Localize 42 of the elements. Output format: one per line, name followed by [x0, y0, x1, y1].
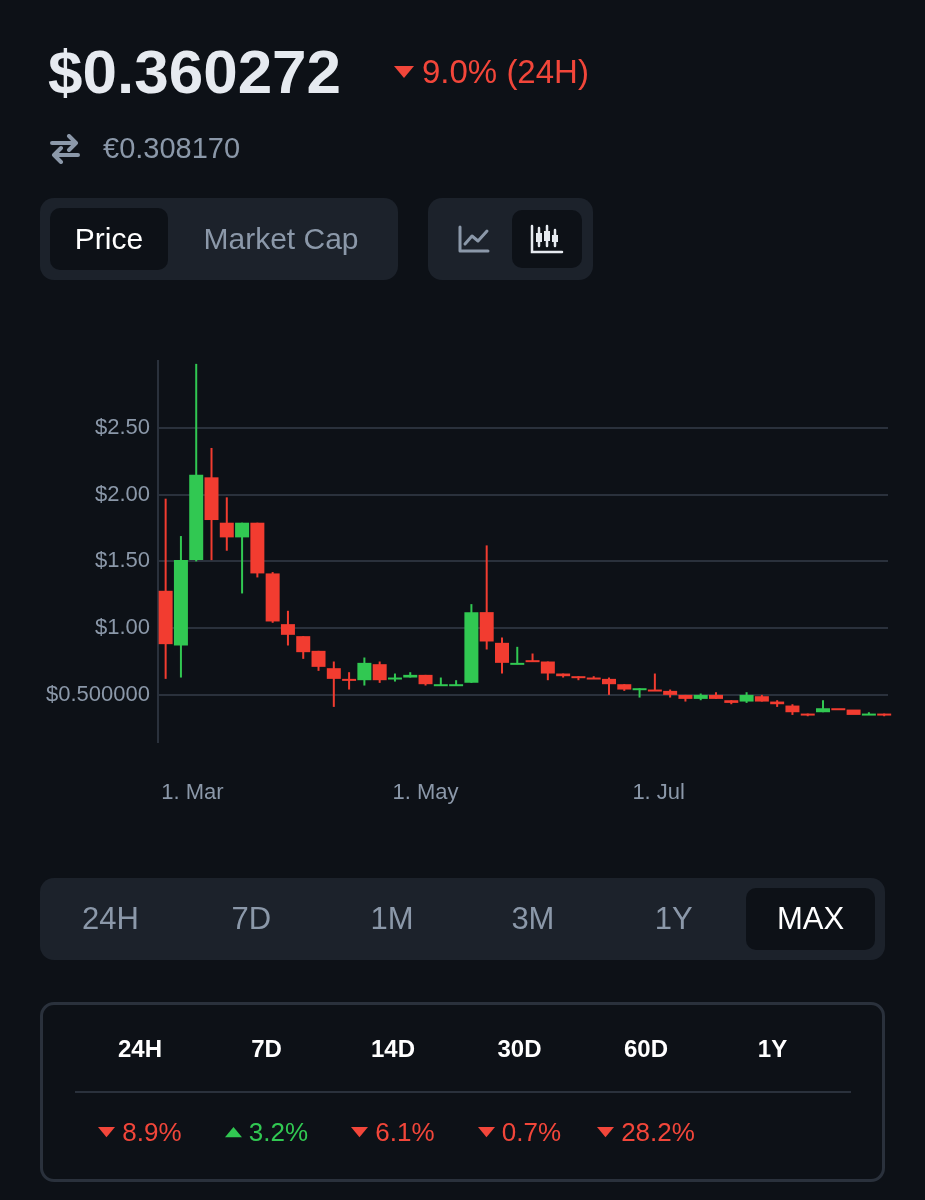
text: 14D [370, 1035, 416, 1063]
text: 30D [496, 1035, 543, 1063]
y-tick-label: $0.500000 [46, 680, 150, 706]
text: 1M [369, 900, 415, 938]
x-tick-label: 1. May [392, 778, 459, 804]
text: 3M [510, 900, 556, 938]
y-tick-label: $2.50 [94, 414, 150, 439]
chart-subtitle: 9.0% (24H) [422, 52, 589, 92]
candlestick [219, 496, 234, 552]
text: 24H [80, 900, 140, 938]
text: 8.9% [122, 1117, 182, 1148]
text: 7D [250, 1035, 283, 1063]
y-tick-label: $1.00 [94, 614, 150, 640]
chart-title: $0.360272 [48, 36, 342, 108]
text: 24H [117, 1035, 163, 1063]
candlestick [357, 656, 372, 687]
text: 7D [230, 900, 273, 938]
candlestick [831, 708, 846, 711]
x-tick-label: 1. Mar [161, 778, 224, 804]
text: 6.1% [375, 1117, 435, 1148]
candlestick [296, 635, 311, 660]
candlestick [342, 671, 357, 691]
text: 0.7% [501, 1117, 562, 1148]
text: 3.2% [248, 1117, 309, 1148]
text: €0.308170 [103, 131, 241, 166]
text: 1Y [653, 900, 694, 938]
candlestick [372, 660, 387, 684]
y-tick-label: $1.50 [94, 547, 150, 573]
text: MAX [746, 888, 875, 950]
text: 60D [623, 1035, 669, 1063]
candlestick [510, 645, 525, 666]
x-tick-label: 1. Jul [632, 778, 685, 804]
text: Market Cap [202, 221, 360, 257]
y-tick-label: $2.00 [94, 480, 150, 506]
candlestick [846, 709, 861, 715]
candlestick [494, 636, 509, 675]
candlestick [280, 609, 295, 647]
candlestick [235, 521, 250, 595]
candlestick [326, 660, 341, 708]
text: Price [50, 208, 168, 270]
text: 1Y [756, 1035, 789, 1063]
text: 28.2% [621, 1117, 695, 1148]
